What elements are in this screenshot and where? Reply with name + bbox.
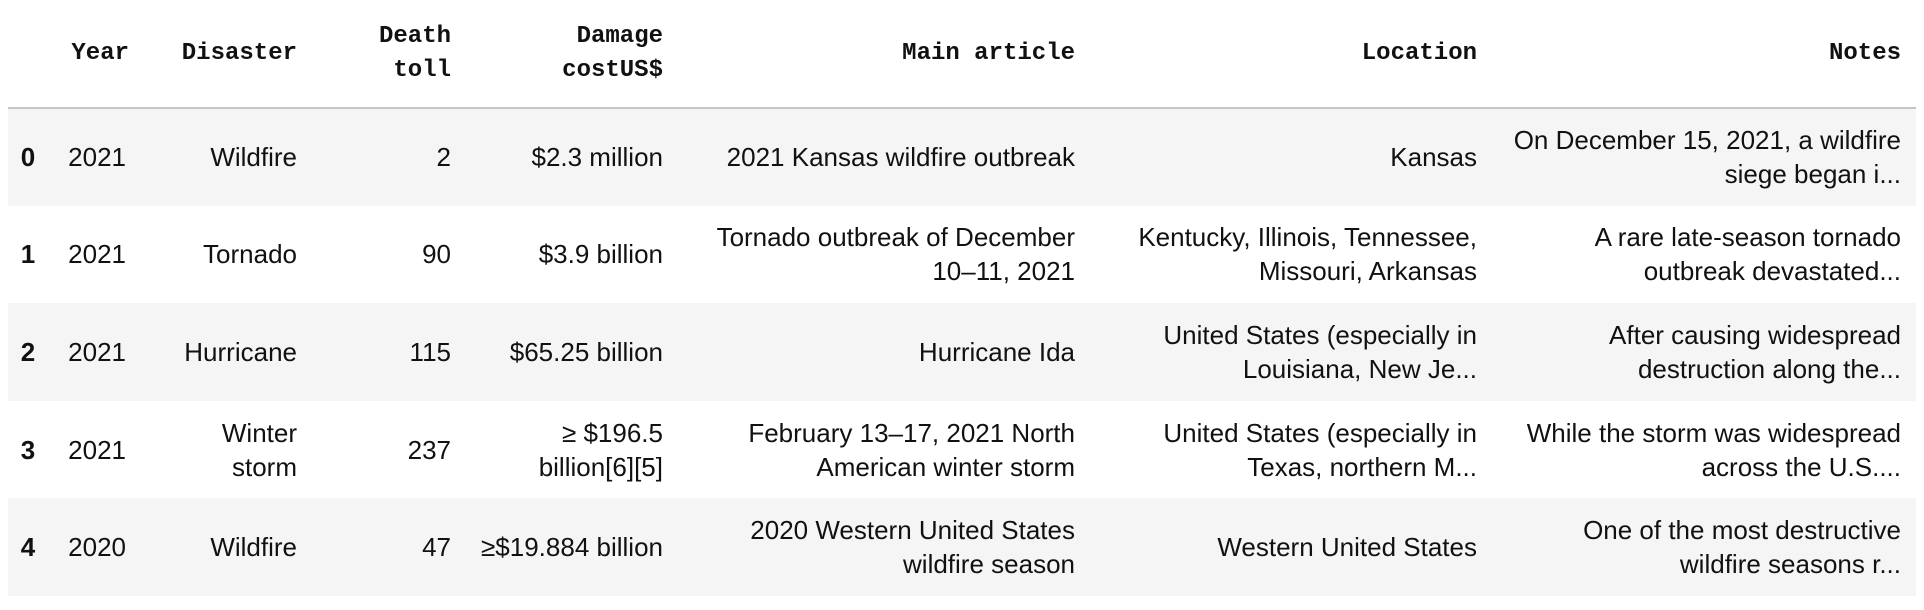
column-header-death-toll: Death toll <box>312 0 466 109</box>
cell-notes: After causing widespread destruction alo… <box>1609 319 1901 384</box>
row-index: 4 <box>20 532 36 563</box>
header-line: Year <box>71 39 129 67</box>
header-row: Year Disaster Death toll Damage costUS$ … <box>8 0 1916 109</box>
dataframe-table-container: Year Disaster Death toll Damage costUS$ … <box>8 0 1916 596</box>
table-body: 0 2021 Wildfire 2 $2.3 million 2021 Kans… <box>8 108 1916 596</box>
cell-damage-cost: ≥$19.884 billion <box>481 532 663 563</box>
cell-notes: One of the most destructive wildfire sea… <box>1583 515 1901 580</box>
cell-disaster: Wildfire <box>210 532 297 563</box>
cell-year: 2021 <box>68 434 126 465</box>
cell-death-toll: 2 <box>436 142 451 173</box>
column-header-notes: Notes <box>1492 0 1916 109</box>
header-line: Main article <box>902 39 1075 67</box>
cell-death-toll: 47 <box>422 532 451 563</box>
dataframe-table: Year Disaster Death toll Damage costUS$ … <box>8 0 1916 596</box>
cell-location: Kansas <box>1390 142 1477 173</box>
row-index: 1 <box>20 239 36 270</box>
header-line: Disaster <box>181 39 297 67</box>
cell-year: 2021 <box>68 142 126 173</box>
cell-main-article: Hurricane Ida <box>918 336 1075 367</box>
column-header-location: Location <box>1090 0 1492 109</box>
cell-disaster: Hurricane <box>184 336 297 367</box>
header-line: Location <box>1361 39 1477 67</box>
cell-notes: A rare late-season tornado outbreak deva… <box>1594 222 1901 287</box>
cell-main-article: Tornado outbreak of December 10–11, 2021 <box>716 222 1075 287</box>
column-header-disaster: Disaster <box>144 0 312 109</box>
row-index: 0 <box>20 142 36 173</box>
cell-death-toll: 115 <box>409 336 451 367</box>
header-line: Notes <box>1828 39 1901 67</box>
table-header: Year Disaster Death toll Damage costUS$ … <box>8 0 1916 109</box>
cell-year: 2021 <box>68 239 126 270</box>
table-row: 1 2021 Tornado 90 $3.9 billion Tornado o… <box>8 206 1916 304</box>
cell-main-article: February 13–17, 2021 North American wint… <box>748 417 1075 482</box>
header-line: Damage <box>576 22 663 50</box>
cell-location: United States (especially in Louisiana, … <box>1163 319 1477 384</box>
column-header-year: Year <box>48 0 144 109</box>
cell-notes: On December 15, 2021, a wildfire siege b… <box>1513 125 1901 190</box>
cell-disaster: Winter storm <box>221 417 297 482</box>
cell-location: Western United States <box>1217 532 1477 563</box>
index-column-header <box>8 0 48 109</box>
cell-year: 2021 <box>68 336 126 367</box>
cell-damage-cost: $2.3 million <box>531 142 663 173</box>
row-index: 3 <box>20 434 36 465</box>
cell-death-toll: 90 <box>422 239 451 270</box>
table-row: 0 2021 Wildfire 2 $2.3 million 2021 Kans… <box>8 108 1916 206</box>
cell-disaster: Tornado <box>203 239 297 270</box>
table-row: 3 2021 Winter storm 237 ≥ $196.5 billion… <box>8 401 1916 499</box>
header-line: toll <box>393 56 451 84</box>
cell-damage-cost: $65.25 billion <box>509 336 663 367</box>
cell-notes: While the storm was widespread across th… <box>1526 417 1901 482</box>
table-row: 2 2021 Hurricane 115 $65.25 billion Hurr… <box>8 303 1916 401</box>
cell-location: Kentucky, Illinois, Tennessee, Missouri,… <box>1138 222 1477 287</box>
cell-damage-cost: ≥ $196.5 billion[6][5] <box>538 417 663 482</box>
cell-location: United States (especially in Texas, nort… <box>1163 417 1477 482</box>
cell-damage-cost: $3.9 billion <box>538 239 663 270</box>
row-index: 2 <box>20 336 36 367</box>
cell-year: 2020 <box>68 532 126 563</box>
column-header-main-article: Main article <box>678 0 1090 109</box>
header-line: Death <box>378 22 451 50</box>
header-line: costUS$ <box>562 56 663 84</box>
table-row: 4 2020 Wildfire 47 ≥$19.884 billion 2020… <box>8 498 1916 596</box>
cell-disaster: Wildfire <box>210 142 297 173</box>
cell-death-toll: 237 <box>407 434 451 465</box>
column-header-damage-cost: Damage costUS$ <box>466 0 678 109</box>
cell-main-article: 2020 Western United States wildfire seas… <box>750 515 1075 580</box>
cell-main-article: 2021 Kansas wildfire outbreak <box>726 142 1075 173</box>
